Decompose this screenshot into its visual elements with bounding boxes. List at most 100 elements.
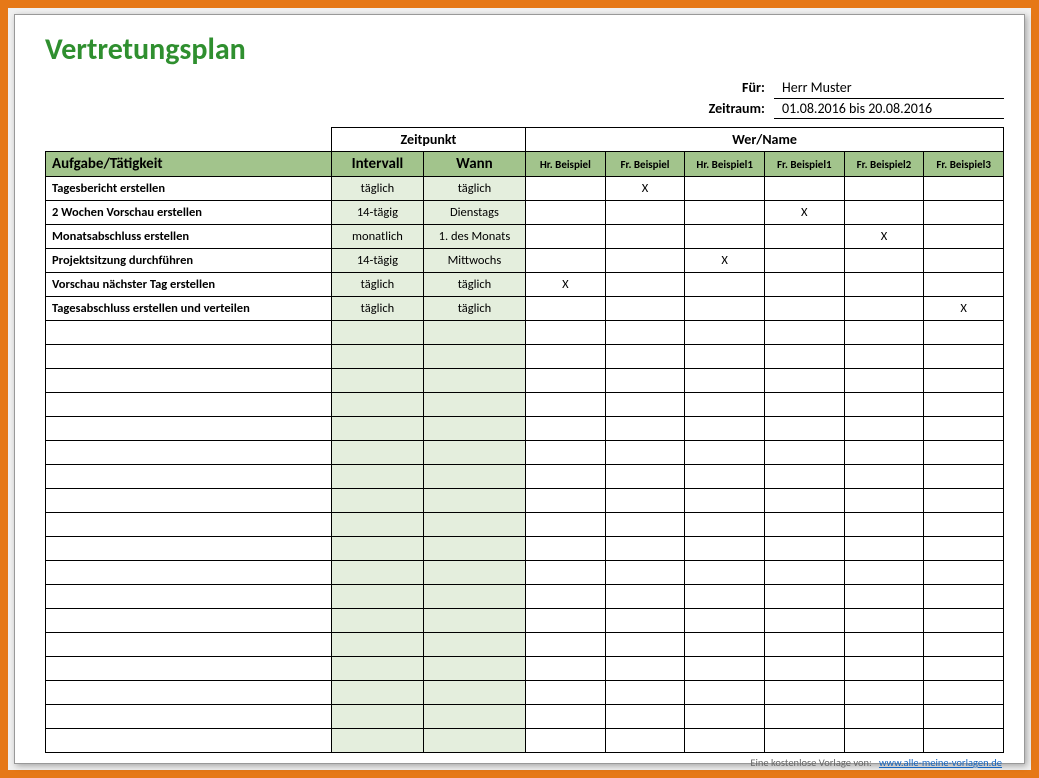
cell-mark — [764, 297, 844, 321]
footer: Eine kostenlose Vorlage von: www.alle-me… — [45, 753, 1004, 772]
cell-interval: täglich — [331, 177, 423, 201]
cell-mark — [685, 489, 765, 513]
cell-mark — [764, 369, 844, 393]
cell-mark — [844, 465, 924, 489]
cell-interval — [331, 513, 423, 537]
cell-task: Projektsitzung durchführen — [46, 249, 332, 273]
col-header-person: Hr. Beispiel — [526, 152, 606, 177]
table-row — [46, 465, 1004, 489]
cell-mark — [605, 321, 685, 345]
cell-when — [423, 681, 525, 705]
table-row: Vorschau nächster Tag erstellentäglichtä… — [46, 273, 1004, 297]
cell-mark — [924, 729, 1004, 753]
cell-mark — [685, 201, 765, 225]
cell-mark — [526, 585, 606, 609]
cell-mark — [844, 561, 924, 585]
cell-mark — [924, 489, 1004, 513]
cell-interval: täglich — [331, 297, 423, 321]
table-row — [46, 561, 1004, 585]
cell-mark — [844, 321, 924, 345]
meta-for-label: Für: — [742, 78, 765, 98]
cell-mark — [526, 513, 606, 537]
cell-mark — [685, 417, 765, 441]
cell-mark — [764, 441, 844, 465]
cell-when — [423, 441, 525, 465]
cell-when — [423, 321, 525, 345]
cell-mark — [605, 561, 685, 585]
cell-task — [46, 489, 332, 513]
cell-mark — [924, 513, 1004, 537]
cell-interval — [331, 561, 423, 585]
table-row: Monatsabschluss erstellenmonatlich1. des… — [46, 225, 1004, 249]
cell-mark — [844, 177, 924, 201]
cell-mark: X — [924, 297, 1004, 321]
cell-interval: 14-tägig — [331, 201, 423, 225]
cell-task — [46, 585, 332, 609]
cell-mark — [844, 369, 924, 393]
cell-mark — [685, 369, 765, 393]
cell-mark — [924, 441, 1004, 465]
cell-mark — [526, 657, 606, 681]
cell-mark — [685, 729, 765, 753]
col-header-person: Fr. Beispiel1 — [764, 152, 844, 177]
cell-mark — [764, 177, 844, 201]
cell-interval: monatlich — [331, 225, 423, 249]
cell-mark — [924, 561, 1004, 585]
cell-mark — [605, 705, 685, 729]
col-header-person: Fr. Beispiel2 — [844, 152, 924, 177]
cell-mark — [605, 417, 685, 441]
cell-mark — [764, 417, 844, 441]
cell-interval — [331, 393, 423, 417]
cell-mark — [685, 585, 765, 609]
table-row — [46, 321, 1004, 345]
cell-mark — [685, 393, 765, 417]
cell-mark — [605, 513, 685, 537]
cell-mark — [685, 321, 765, 345]
cell-mark — [924, 225, 1004, 249]
cell-mark — [844, 273, 924, 297]
cell-when — [423, 561, 525, 585]
cell-mark — [924, 681, 1004, 705]
cell-mark — [685, 681, 765, 705]
cell-mark — [605, 537, 685, 561]
cell-mark — [526, 561, 606, 585]
cell-mark — [764, 561, 844, 585]
cell-mark — [605, 465, 685, 489]
cell-when — [423, 465, 525, 489]
cell-mark — [924, 273, 1004, 297]
cell-interval — [331, 633, 423, 657]
cell-mark — [605, 633, 685, 657]
cell-mark — [764, 585, 844, 609]
cell-when — [423, 369, 525, 393]
cell-when: Dienstags — [423, 201, 525, 225]
table-row: 2 Wochen Vorschau erstellen14-tägigDiens… — [46, 201, 1004, 225]
cell-mark — [685, 297, 765, 321]
table-row — [46, 489, 1004, 513]
cell-mark — [924, 633, 1004, 657]
cell-mark — [924, 369, 1004, 393]
footer-link[interactable]: www.alle-meine-vorlagen.de — [879, 756, 1002, 769]
cell-mark — [526, 705, 606, 729]
cell-task: Vorschau nächster Tag erstellen — [46, 273, 332, 297]
cell-mark — [764, 321, 844, 345]
table-row — [46, 513, 1004, 537]
cell-mark — [844, 393, 924, 417]
cell-interval — [331, 465, 423, 489]
table-row — [46, 393, 1004, 417]
cell-mark — [924, 705, 1004, 729]
cell-interval — [331, 537, 423, 561]
cell-when — [423, 393, 525, 417]
cell-when — [423, 657, 525, 681]
cell-mark — [605, 585, 685, 609]
cell-task — [46, 705, 332, 729]
cell-mark — [924, 585, 1004, 609]
table-row: Tagesabschluss erstellen und verteilentä… — [46, 297, 1004, 321]
cell-task: 2 Wochen Vorschau erstellen — [46, 201, 332, 225]
cell-task — [46, 609, 332, 633]
cell-mark — [526, 225, 606, 249]
cell-task — [46, 345, 332, 369]
cell-mark — [685, 561, 765, 585]
cell-task — [46, 369, 332, 393]
cell-when — [423, 585, 525, 609]
cell-interval — [331, 585, 423, 609]
